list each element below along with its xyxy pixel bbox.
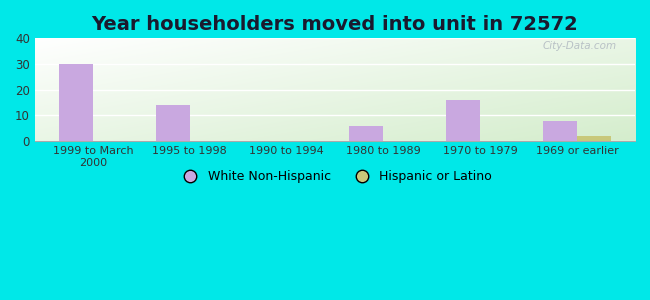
Bar bbox=[446, 100, 480, 141]
Bar bbox=[59, 64, 93, 141]
Bar bbox=[156, 105, 190, 141]
Bar bbox=[543, 121, 577, 141]
Text: City-Data.com: City-Data.com bbox=[543, 41, 617, 51]
Bar bbox=[577, 136, 611, 141]
Title: Year householders moved into unit in 72572: Year householders moved into unit in 725… bbox=[92, 15, 578, 34]
Bar bbox=[350, 126, 384, 141]
Legend: White Non-Hispanic, Hispanic or Latino: White Non-Hispanic, Hispanic or Latino bbox=[172, 165, 497, 188]
